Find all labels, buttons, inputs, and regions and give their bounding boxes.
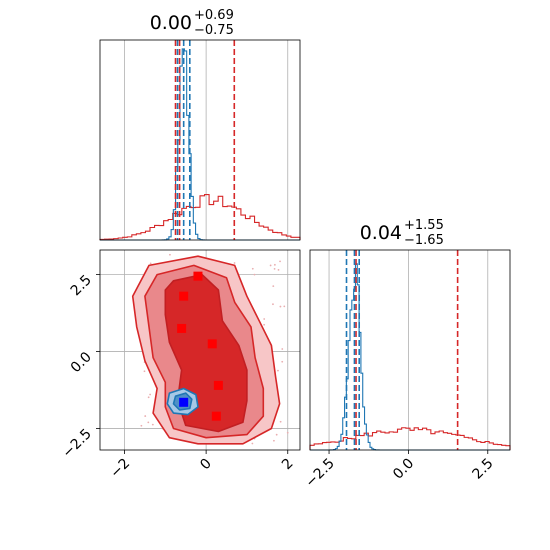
sample-point (169, 253, 171, 256)
sample-point (140, 424, 143, 427)
sample-point (144, 415, 147, 417)
sample-marker (213, 380, 223, 390)
sample-point (251, 267, 254, 270)
sample-point (281, 348, 284, 350)
sample-point (286, 431, 289, 434)
sample-point (151, 423, 154, 426)
sample-marker (193, 271, 203, 281)
joint-panel-frame (99, 249, 301, 451)
contour-layer (100, 250, 300, 450)
x-tick-label: −2.5 (303, 456, 338, 491)
sample-point (279, 305, 282, 308)
red-histogram (99, 194, 301, 241)
sample-point (279, 420, 282, 423)
sample-point (281, 360, 284, 363)
sample-point (251, 442, 254, 445)
sample-marker (179, 291, 189, 301)
top-title-value: 0.00 (150, 12, 192, 34)
sample-point (233, 262, 236, 264)
sample-marker (211, 411, 221, 421)
sample-point (149, 262, 152, 265)
right-title-lower: −1.65 (404, 233, 444, 248)
y-tick-label: 2.5 (68, 272, 95, 299)
blue-histogram (100, 48, 300, 241)
top-title-upper: +0.69 (194, 8, 234, 23)
sample-point (283, 305, 286, 308)
sample-point (277, 269, 280, 271)
sample-point (147, 396, 150, 399)
sample-point (253, 273, 256, 276)
sample-point (273, 263, 276, 266)
sample-marker (177, 323, 187, 333)
blue-histogram (310, 263, 510, 451)
sample-point (275, 433, 278, 436)
y-tick-label: 0.0 (68, 349, 95, 376)
x-tick-label: 0.0 (390, 456, 417, 483)
sample-point (143, 370, 146, 373)
y-tick-label: −2.5 (59, 426, 94, 461)
sample-point (263, 323, 266, 326)
right-title-upper: +1.55 (404, 218, 444, 233)
x-tick-label: 2.5 (470, 456, 497, 483)
marginal-histogram-param-1: 0.00 +0.69−0.75 (99, 8, 301, 241)
sample-point (272, 303, 274, 306)
x-tick-label: −2 (107, 456, 133, 482)
sample-point (149, 393, 152, 396)
top-panel-frame (99, 39, 301, 241)
sample-point (147, 421, 150, 424)
sample-point (277, 369, 279, 372)
x-tick-label: 0 (197, 456, 215, 474)
sample-point (273, 439, 275, 442)
truth-marker (179, 397, 189, 407)
right-title-value: 0.04 (360, 222, 402, 244)
x-tick-label: 2 (279, 456, 297, 474)
sample-point (279, 260, 281, 263)
marginal-histogram-param-2: −2.5 0.0 2.5 0.04 +1.55−1.65 (303, 218, 511, 491)
sample-point (269, 264, 272, 267)
red-histogram (309, 427, 511, 450)
joint-contour-panel: −2 0 2 2.5 0.0 −2.5 (59, 249, 301, 482)
sample-point (272, 285, 275, 288)
right-panel-frame (309, 249, 511, 451)
sample-point (273, 268, 276, 270)
top-title-lower: −0.75 (194, 23, 234, 38)
sample-marker (207, 339, 217, 349)
sample-point (263, 318, 266, 320)
